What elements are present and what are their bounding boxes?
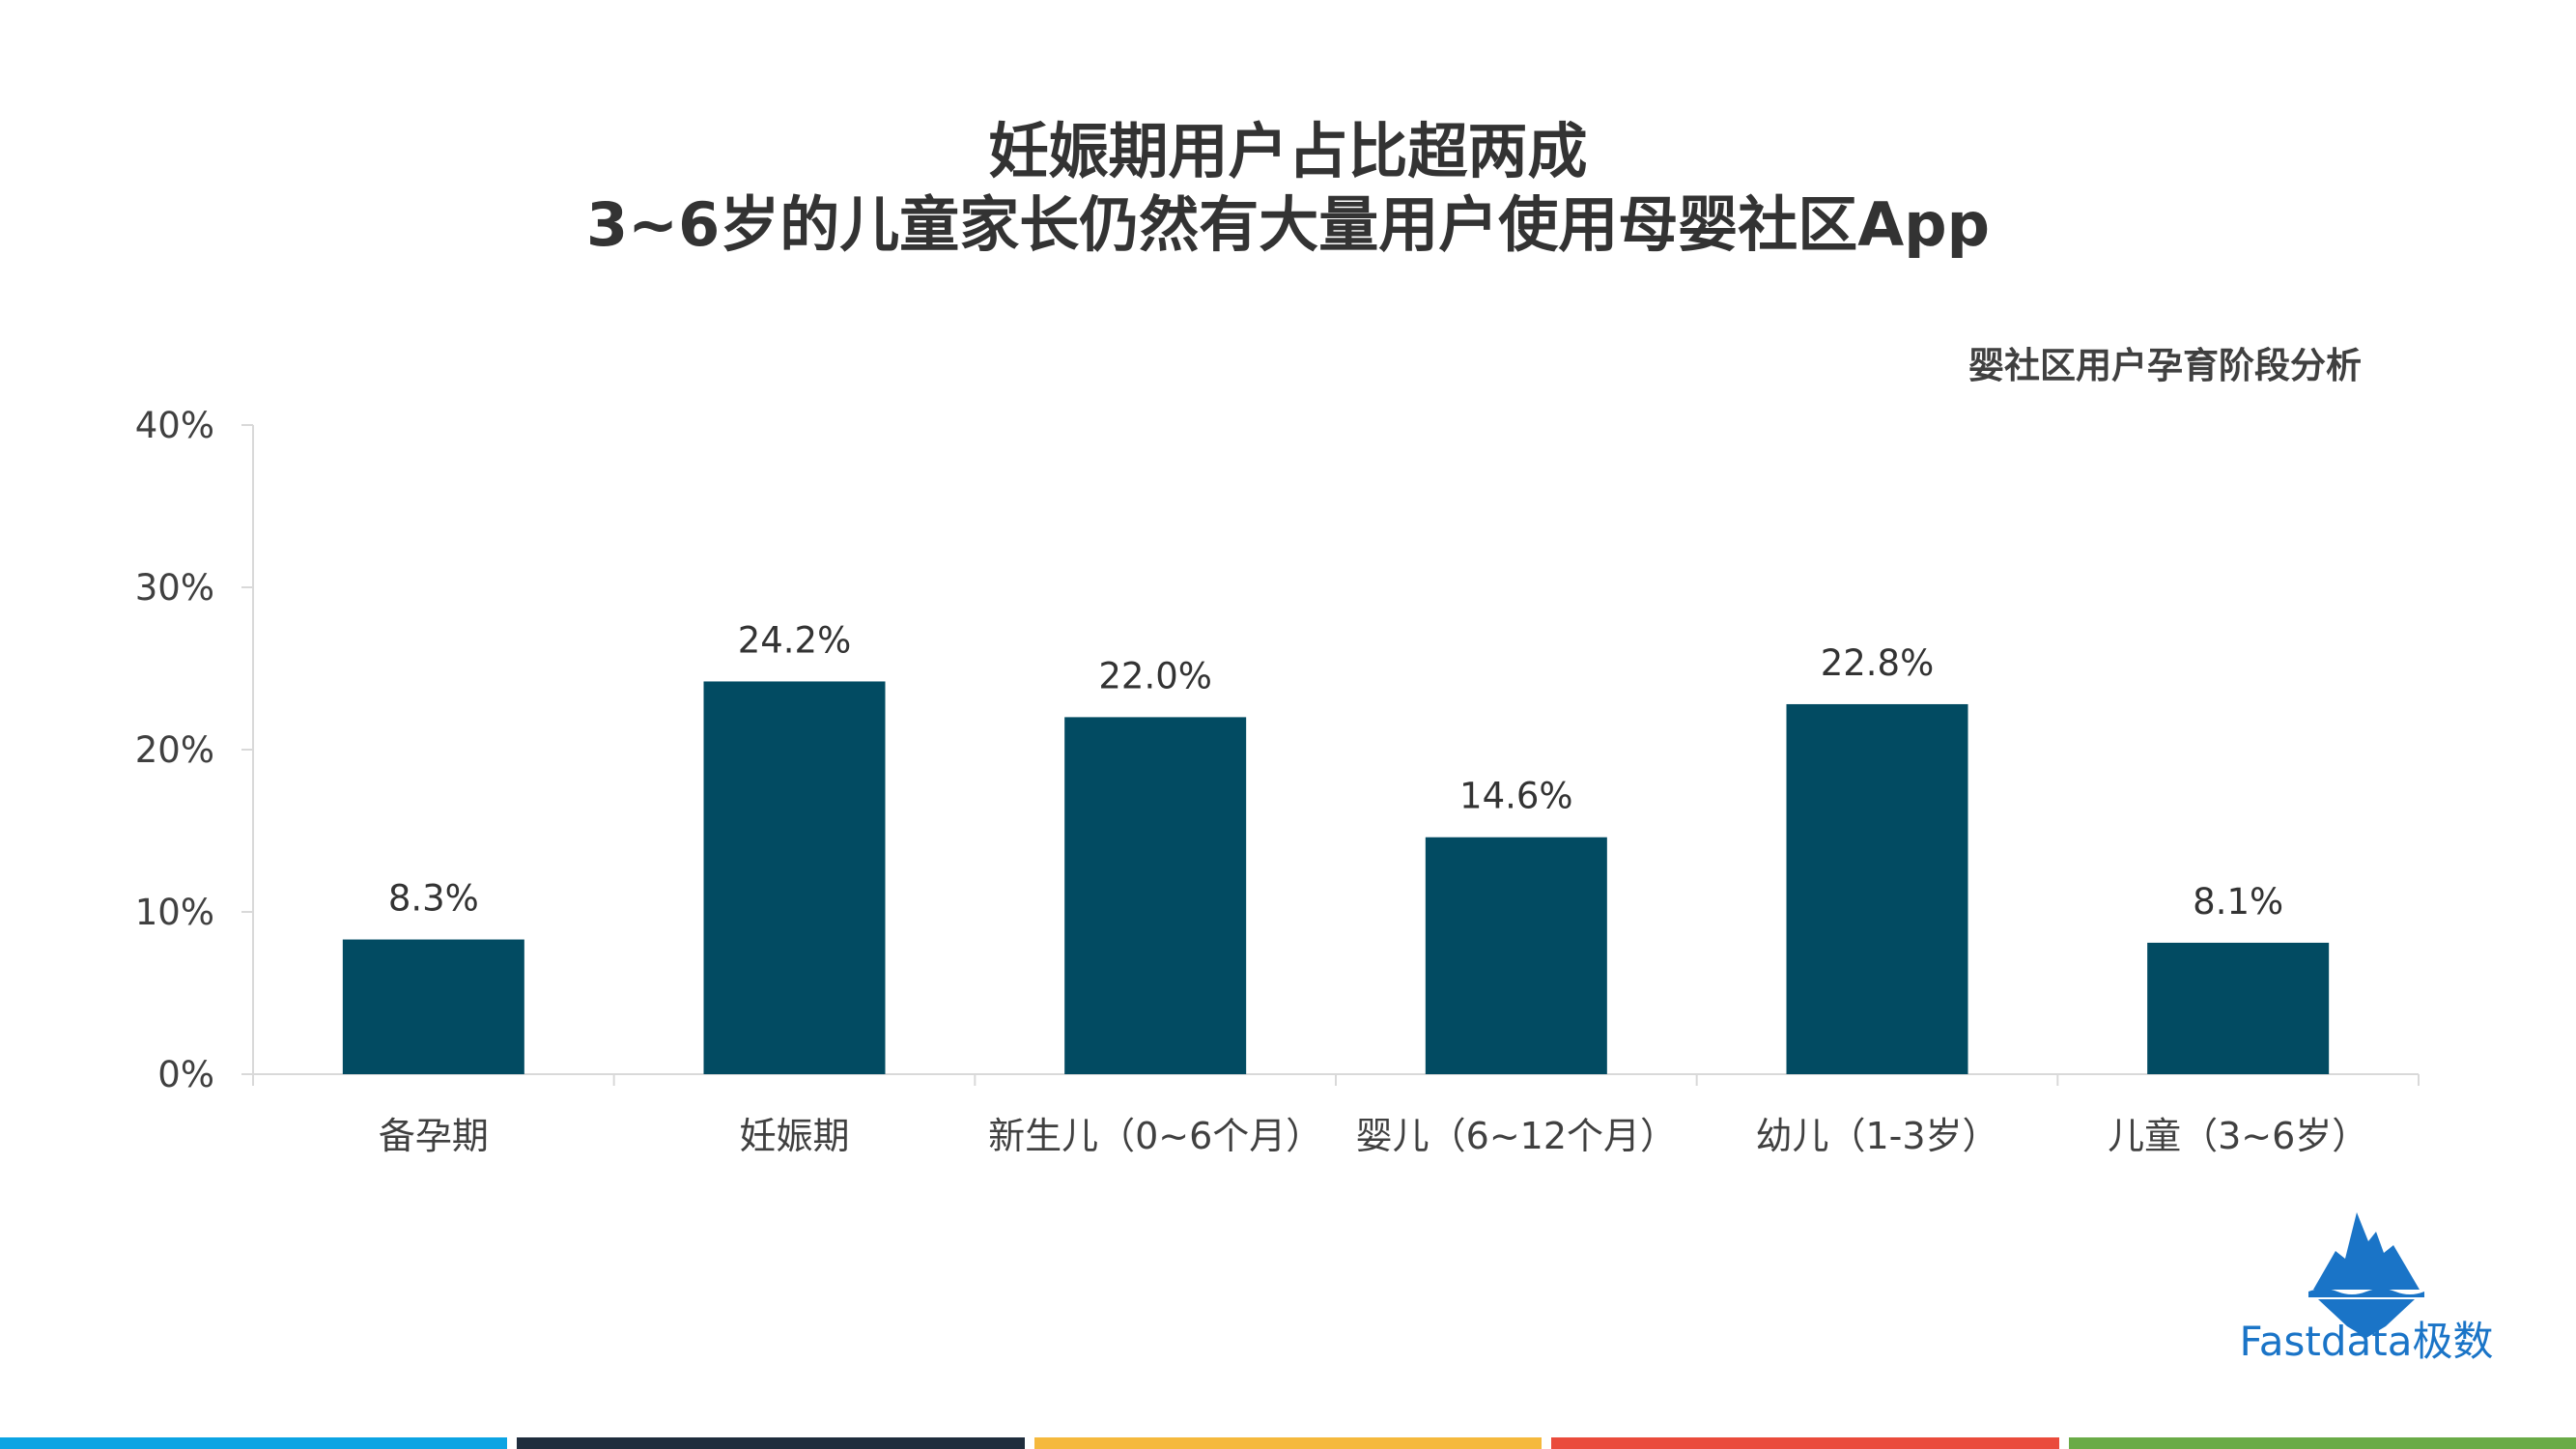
y-tick-label: 30% <box>135 567 214 609</box>
bar-value-label: 22.0% <box>1098 655 1212 696</box>
footer-color-segment <box>0 1437 508 1449</box>
bar-value-label: 14.6% <box>1459 776 1573 817</box>
footer-color-segment <box>1551 1437 2059 1449</box>
x-category-label: 幼儿（1-3岁） <box>1755 1115 1998 1157</box>
y-tick-label: 0% <box>157 1054 214 1095</box>
footer-color-segment <box>1033 1437 1543 1449</box>
bar <box>1425 837 1607 1074</box>
x-category-label: 备孕期 <box>379 1115 489 1157</box>
y-tick-label: 10% <box>135 892 214 933</box>
footer-color-segment <box>2068 1437 2576 1449</box>
fastdata-logo-icon <box>2308 1212 2424 1338</box>
chart-title-line1: 妊娠期用户占比超两成 <box>988 116 1588 186</box>
x-category-label: 儿童（3~6岁） <box>2108 1115 2368 1157</box>
bar <box>703 681 886 1074</box>
chart-subtitle: 婴社区用户孕育阶段分析 <box>1968 345 2362 386</box>
bar <box>2147 942 2330 1074</box>
bar-value-label: 8.3% <box>388 878 479 920</box>
bar <box>1064 717 1247 1074</box>
y-tick-label: 40% <box>135 405 214 446</box>
footer-color-segment <box>517 1437 1025 1449</box>
x-category-label: 婴儿（6~12个月） <box>1356 1115 1677 1157</box>
chart-title-line2: 3~6岁的儿童家长仍然有大量用户使用母婴社区App <box>586 189 1990 260</box>
footer-color-bar <box>0 1437 2576 1449</box>
bar <box>1786 703 1968 1074</box>
bar-value-label: 24.2% <box>738 619 852 661</box>
logo-text: Fastdata极数 <box>2239 1318 2494 1365</box>
x-category-label: 妊娠期 <box>739 1115 849 1157</box>
bar-value-label: 8.1% <box>2193 881 2283 923</box>
bar-value-label: 22.8% <box>1821 642 1935 684</box>
bar-chart: 0% 10% 20% 30% 40% 8.3% 备孕期 24.2% 妊娠期 22.0% 新生儿（0~… <box>135 405 2420 1157</box>
bar <box>342 939 524 1074</box>
y-tick-label: 20% <box>135 729 214 771</box>
x-category-label: 新生儿（0~6个月） <box>988 1115 1322 1157</box>
